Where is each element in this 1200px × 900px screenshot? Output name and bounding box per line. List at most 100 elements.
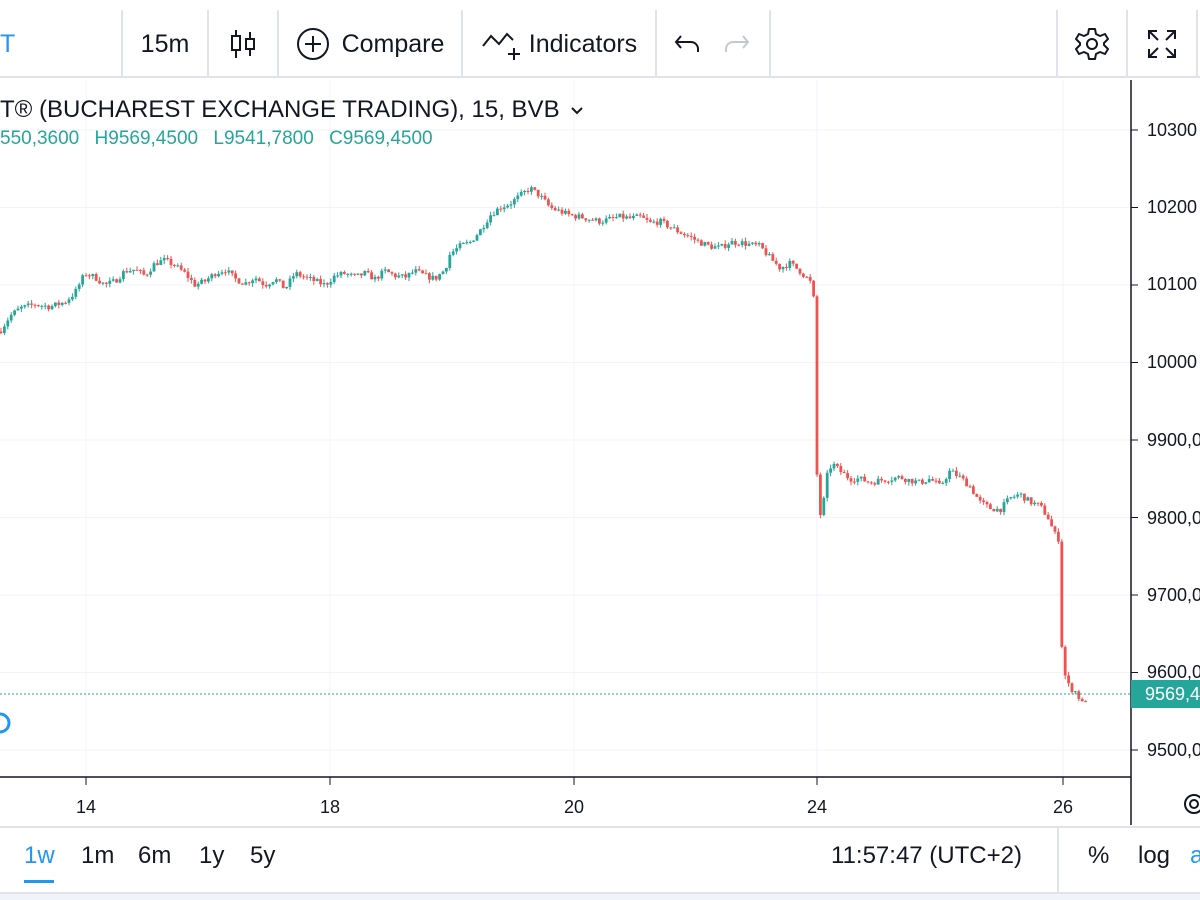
candle-body: [57, 302, 61, 305]
candle-body: [428, 273, 431, 280]
candle-body: [88, 275, 91, 277]
candle-body: [346, 273, 350, 275]
candle-body: [931, 478, 934, 481]
bottom-edge: [0, 894, 1200, 900]
candle-body: [768, 254, 771, 256]
candle-body: [309, 276, 312, 278]
candle-body: [781, 266, 785, 270]
candle-body: [152, 263, 156, 272]
toolbar-divider: [207, 10, 209, 78]
candle-body: [621, 213, 625, 219]
candle-body: [448, 254, 452, 268]
candle-body: [948, 470, 951, 480]
candle-body: [730, 241, 734, 245]
candle-body: [20, 306, 23, 309]
candle-body: [975, 493, 979, 497]
axis-settings-button[interactable]: [1180, 790, 1200, 823]
candle-body: [360, 273, 363, 276]
toolbar-divider: [121, 10, 123, 78]
candle-body: [64, 302, 67, 304]
indicators-button[interactable]: Indicators: [463, 10, 655, 78]
candle-body: [50, 306, 54, 310]
candle-body: [468, 241, 472, 243]
time-axis-label: 20: [564, 797, 585, 817]
candle-body: [927, 478, 931, 483]
time-axis-label: 24: [807, 797, 828, 817]
chart-style-button[interactable]: [209, 10, 277, 78]
candle-body: [693, 236, 696, 240]
candle-body: [84, 275, 88, 277]
candle-body: [1060, 541, 1064, 647]
candle-body: [268, 284, 271, 287]
range-1m[interactable]: 1m: [81, 842, 115, 869]
range-1y[interactable]: 1y: [199, 842, 225, 869]
candle-body: [591, 219, 594, 221]
candle-body: [625, 216, 628, 219]
compare-button[interactable]: Compare: [279, 10, 461, 78]
candle-body: [489, 215, 492, 223]
candle-body: [530, 187, 533, 192]
candle-body: [550, 205, 554, 208]
candle-body: [3, 326, 6, 334]
candle-body: [122, 271, 125, 280]
price-axis-label: 10200: [1147, 197, 1198, 217]
candle-body: [353, 273, 356, 275]
percent-toggle[interactable]: %: [1088, 842, 1110, 869]
log-toggle[interactable]: log: [1138, 842, 1171, 869]
candle-body: [322, 283, 326, 285]
candle-body: [982, 500, 985, 503]
candle-body: [655, 221, 659, 225]
candle-body: [40, 305, 44, 307]
interval-button[interactable]: 15m: [123, 10, 207, 78]
candle-body: [343, 271, 346, 274]
candle-body: [1046, 514, 1050, 520]
range-5y[interactable]: 5y: [250, 842, 276, 869]
candle-body: [98, 280, 101, 284]
candle-body: [54, 302, 57, 307]
candle-body: [383, 269, 387, 271]
candle-body: [553, 207, 557, 211]
candle-body: [1070, 683, 1074, 693]
range-1w[interactable]: 1w: [24, 842, 55, 869]
candle-body: [275, 279, 278, 283]
price-chart[interactable]: [0, 80, 1200, 825]
candle-body: [907, 478, 911, 482]
range-6m[interactable]: 6m: [138, 842, 172, 869]
toolbar-divider: [655, 10, 657, 78]
candle-body: [241, 283, 244, 285]
toolbar-divider: [277, 10, 279, 78]
candle-body: [679, 232, 683, 234]
price-axis-label: 9600,0: [1147, 662, 1200, 682]
close-value: 9569,4500: [342, 128, 433, 149]
auto-toggle[interactable]: a: [1190, 842, 1200, 869]
candle-body: [414, 269, 418, 273]
candle-body: [139, 269, 142, 271]
candle-body: [645, 217, 649, 220]
symbol-legend[interactable]: T® (BUCHAREST EXCHANGE TRADING), 15, BVB: [0, 96, 584, 124]
undo-button[interactable]: [664, 10, 710, 78]
candle-body: [914, 480, 917, 484]
candle-body: [662, 218, 666, 221]
clock-timezone[interactable]: 11:57:47 (UTC+2): [831, 842, 1022, 869]
candles-icon: [231, 30, 255, 58]
candle-body: [856, 478, 860, 482]
candle-body: [819, 474, 822, 515]
candle-body: [1023, 493, 1026, 501]
candle-body: [156, 263, 159, 265]
candle-body: [1084, 701, 1087, 703]
candle-body: [570, 214, 574, 216]
candle-body: [482, 227, 486, 230]
candle-body: [169, 258, 173, 266]
settings-button[interactable]: [1058, 10, 1126, 78]
candle-body: [815, 296, 819, 475]
symbol-label: T: [0, 29, 16, 58]
fullscreen-button[interactable]: [1128, 10, 1196, 78]
redo-button[interactable]: [714, 10, 760, 78]
candle-body: [207, 278, 210, 282]
candle-body: [479, 229, 482, 236]
candle-body: [47, 305, 50, 310]
candle-body: [516, 195, 520, 200]
symbol-search[interactable]: T: [0, 10, 30, 78]
candle-body: [1026, 497, 1030, 501]
chart-grid: [0, 80, 1131, 777]
